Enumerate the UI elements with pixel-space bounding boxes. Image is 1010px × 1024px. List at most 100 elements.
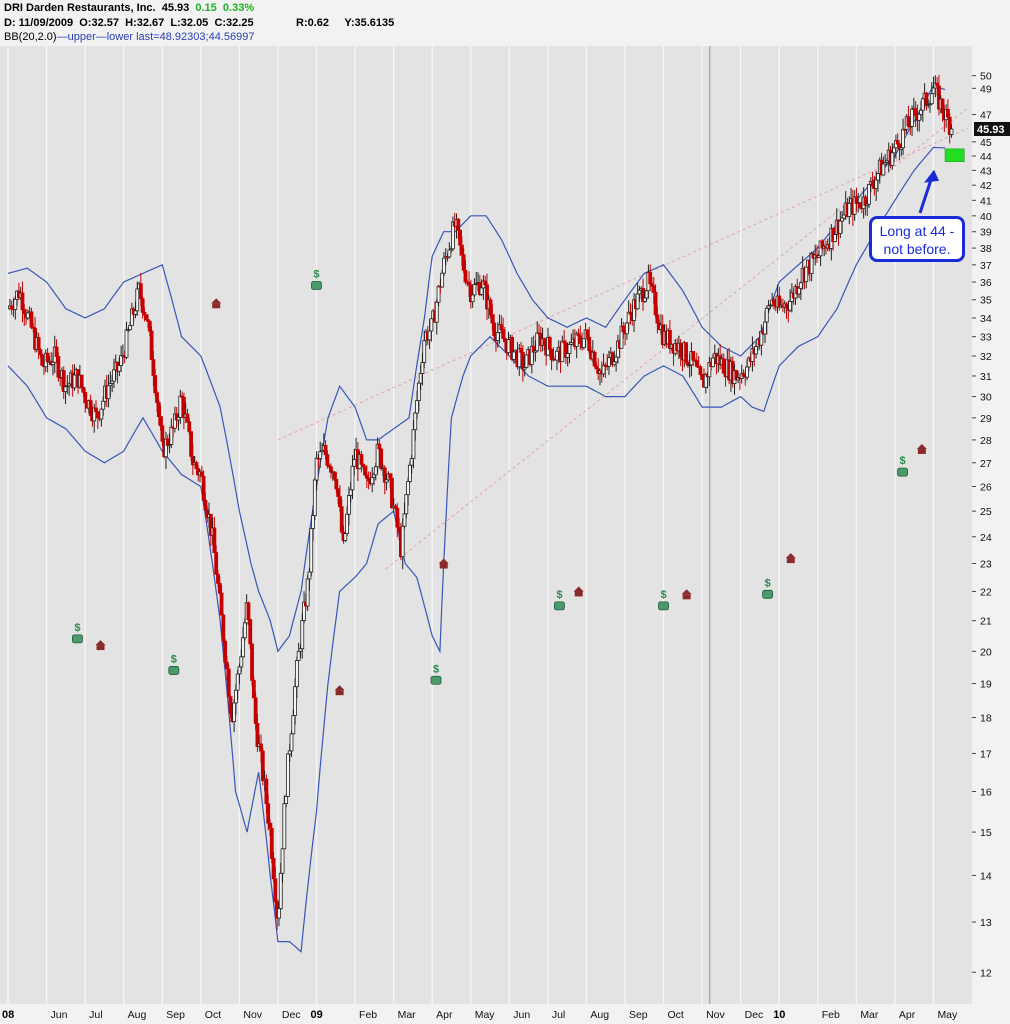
candle-body bbox=[156, 402, 161, 418]
candle-body bbox=[798, 282, 803, 289]
earnings-arrow-icon bbox=[211, 298, 222, 304]
time-axis-background bbox=[0, 1004, 972, 1024]
candle-body bbox=[858, 202, 862, 208]
candle-body bbox=[56, 356, 61, 378]
dividend-marker: $ bbox=[430, 663, 442, 685]
time-tick-label: Oct bbox=[205, 1009, 221, 1021]
candle-body bbox=[293, 686, 297, 716]
candle-body bbox=[332, 471, 337, 480]
candle-body bbox=[648, 272, 653, 285]
time-tick-label: Nov bbox=[706, 1009, 725, 1021]
candle-body bbox=[838, 220, 843, 234]
candle-body bbox=[323, 445, 328, 456]
dollar-icon: $ bbox=[74, 622, 80, 634]
price-change: 0.15 bbox=[195, 2, 217, 14]
candle-body bbox=[133, 310, 138, 315]
candle-body bbox=[711, 357, 715, 368]
earnings-arrow-icon bbox=[573, 586, 584, 592]
candle-body bbox=[549, 349, 554, 361]
candle-body bbox=[377, 443, 382, 450]
bb-params: BB(20,2.0) bbox=[4, 31, 57, 43]
event-markers: $ $ $ $ $ $ $ $ bbox=[72, 269, 927, 696]
candle-body bbox=[402, 513, 407, 527]
candle-body bbox=[217, 582, 222, 594]
candle-body bbox=[300, 620, 305, 650]
candle-body bbox=[339, 506, 344, 533]
candle-body bbox=[691, 351, 696, 361]
candle-body bbox=[144, 314, 149, 321]
plot-area[interactable] bbox=[0, 46, 972, 1004]
time-tick-label: Feb bbox=[359, 1009, 377, 1021]
candle-body bbox=[901, 128, 905, 149]
header-background bbox=[0, 0, 1010, 46]
candle-body bbox=[201, 475, 206, 501]
candle-body bbox=[684, 342, 688, 363]
candle-body bbox=[185, 413, 190, 423]
earnings-base bbox=[96, 645, 105, 651]
candle-body bbox=[345, 513, 350, 535]
time-tick-label: Mar bbox=[398, 1009, 417, 1021]
annotation-line-2: not before. bbox=[883, 241, 951, 257]
price-tick-label: 34 bbox=[980, 313, 992, 325]
candle-body bbox=[840, 217, 845, 222]
price-tick-label: 44 bbox=[980, 151, 992, 163]
bb-last-values: last=48.92303;44.56997 bbox=[136, 31, 255, 43]
candle-body bbox=[694, 360, 699, 367]
price-axis: 12 13 14 15 16 17 18 19 20 21 22 23 24 25 26 27 28 29 30 31… bbox=[972, 71, 992, 979]
symbol-title: DRI Darden Restaurants, Inc. bbox=[4, 2, 156, 14]
candle-body bbox=[246, 602, 251, 620]
candle-body bbox=[291, 715, 296, 735]
time-axis: 08 Jun Jul Aug Sep Oct Nov Dec 09 Feb Mar Apr May Jun… bbox=[2, 1009, 958, 1021]
earnings-marker bbox=[438, 558, 449, 569]
candle-body bbox=[772, 299, 776, 306]
candle-body bbox=[784, 303, 789, 309]
dividend-icon bbox=[658, 601, 669, 611]
price-tick-label: 47 bbox=[980, 110, 992, 122]
candle-body bbox=[388, 473, 393, 479]
time-tick-label: Sep bbox=[629, 1009, 648, 1021]
candle-body bbox=[929, 93, 934, 105]
candle-body bbox=[199, 471, 204, 477]
candle-body bbox=[260, 750, 265, 781]
candle-body bbox=[25, 312, 30, 319]
candle-body bbox=[621, 325, 626, 333]
candle-body bbox=[266, 803, 271, 824]
candle-body bbox=[920, 98, 925, 111]
candle-body bbox=[228, 696, 233, 715]
candle-body bbox=[226, 668, 231, 698]
candle-body bbox=[151, 359, 156, 376]
ohlc-close: C:32.25 bbox=[214, 17, 254, 29]
candle-body bbox=[63, 386, 68, 392]
price-tick-label: 12 bbox=[980, 967, 992, 979]
candle-body bbox=[178, 395, 183, 418]
r-value: R:0.62 bbox=[296, 17, 330, 29]
candle-body bbox=[343, 533, 348, 541]
earnings-base bbox=[439, 563, 448, 569]
candle-body bbox=[890, 152, 895, 166]
candle-body bbox=[259, 743, 263, 752]
candle-body bbox=[88, 400, 93, 416]
candle-body bbox=[503, 338, 507, 343]
time-tick-label: Dec bbox=[745, 1009, 764, 1021]
candle-body bbox=[416, 382, 421, 402]
candle-body bbox=[194, 462, 199, 470]
price-tick-label: 42 bbox=[980, 180, 992, 192]
candle-body bbox=[461, 254, 466, 271]
candle-body bbox=[458, 229, 462, 246]
candle-body bbox=[472, 284, 477, 296]
earnings-base bbox=[917, 448, 926, 454]
candle-body bbox=[946, 108, 950, 118]
candle-body bbox=[624, 322, 629, 335]
price-tick-label: 31 bbox=[980, 371, 992, 383]
earnings-marker bbox=[211, 298, 222, 309]
candle-body bbox=[535, 332, 540, 352]
ohlc-readout: D: 11/09/2009 O:32.57 H:32.67 L:32.05 C:… bbox=[4, 17, 254, 29]
price-tick-label: 13 bbox=[980, 917, 992, 929]
candle-body bbox=[307, 571, 312, 580]
candle-body bbox=[40, 354, 45, 366]
candle-body bbox=[804, 266, 809, 283]
candle-body bbox=[917, 113, 922, 121]
candle-body bbox=[409, 458, 414, 466]
ohlc-date: D: 11/09/2009 bbox=[4, 17, 74, 29]
candle-body bbox=[346, 494, 351, 515]
